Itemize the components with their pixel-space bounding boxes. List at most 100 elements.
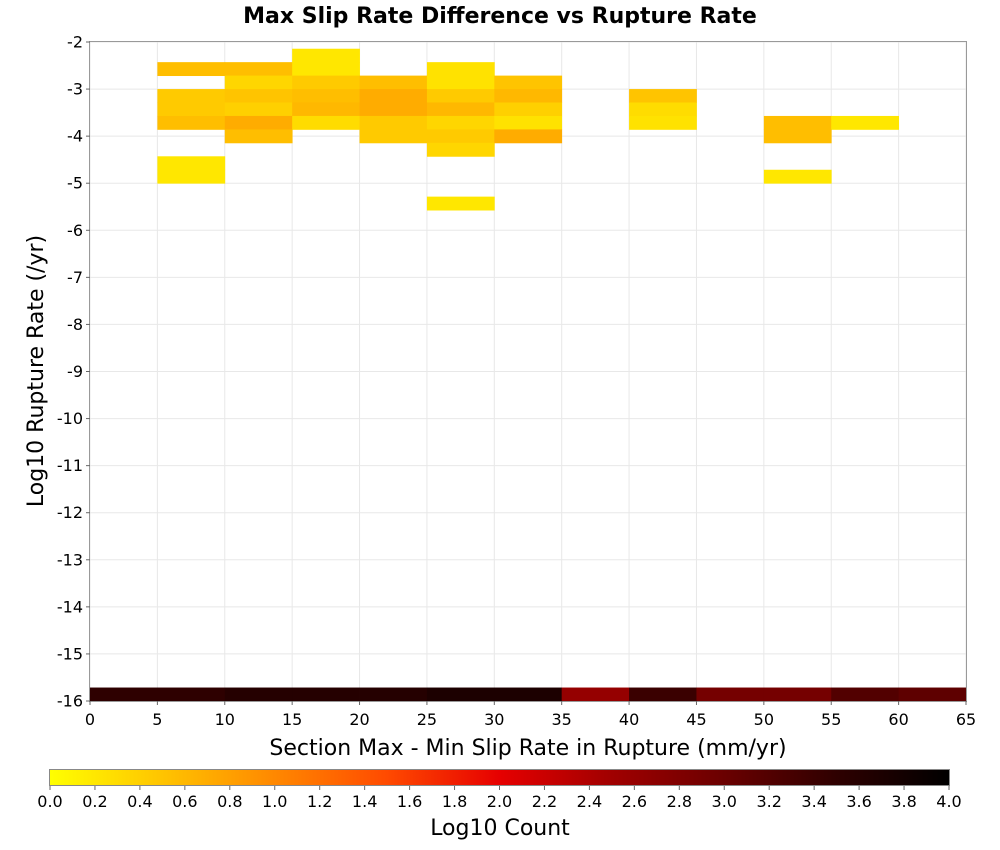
heatmap-cell <box>292 75 360 90</box>
heatmap-cell <box>157 169 226 184</box>
heatmap-cell <box>90 687 158 702</box>
x-axis-label: Section Max - Min Slip Rate in Rupture (… <box>269 736 786 761</box>
heatmap-cell <box>224 62 293 77</box>
heatmap-cell <box>359 129 428 144</box>
heatmap-cell <box>292 62 360 77</box>
y-tick-label: -10 <box>57 409 83 428</box>
colorbar-tick-label: 3.0 <box>712 792 737 811</box>
heatmap-cell <box>763 115 832 130</box>
x-tick-label: 20 <box>349 710 369 729</box>
heatmap-cell <box>494 687 563 702</box>
heatmap-cell <box>426 102 495 117</box>
colorbar <box>49 769 950 786</box>
heatmap-cell <box>292 48 360 63</box>
heatmap-cell <box>157 156 226 171</box>
heatmap-cell <box>359 102 428 117</box>
x-axis-ticks: 0 5 10 15 20 25 30 35 40 45 50 55 60 65 <box>85 701 976 729</box>
heatmap-cell <box>763 687 832 702</box>
heatmap-cell <box>898 687 967 702</box>
heatmap-cell <box>763 169 832 184</box>
colorbar-tick-label: 0.8 <box>217 792 242 811</box>
heatmap-cell <box>224 115 293 130</box>
y-tick-label: -4 <box>67 127 83 146</box>
x-tick-label: 45 <box>686 710 706 729</box>
y-tick-label: -8 <box>67 315 83 334</box>
chart-title: Max Slip Rate Difference vs Rupture Rate <box>243 4 757 29</box>
colorbar-tick-label: 0.0 <box>37 792 62 811</box>
y-tick-label: -2 <box>67 33 83 52</box>
colorbar-tick-label: 4.0 <box>936 792 961 811</box>
colorbar-tick-label: 0.2 <box>82 792 107 811</box>
x-tick-label: 5 <box>152 710 162 729</box>
heatmap-cell <box>629 687 697 702</box>
heatmap-cell <box>157 115 226 130</box>
heatmap-cell <box>494 89 563 103</box>
y-tick-label: -13 <box>57 550 83 569</box>
heatmap-cell <box>494 102 563 117</box>
heatmap-cell <box>292 102 360 117</box>
x-tick-label: 40 <box>619 710 639 729</box>
heatmap-cell <box>292 115 360 130</box>
y-axis-ticks: -2 -3 -4 -5 -6 -7 -8 -9 -10 -11 -12 -13 -14 -15 -16 <box>57 33 90 711</box>
y-tick-label: -3 <box>67 80 83 99</box>
heatmap-cell <box>224 129 293 144</box>
colorbar-tick-label: 1.0 <box>262 792 287 811</box>
colorbar-tick-label: 0.4 <box>127 792 152 811</box>
colorbar-tick-label: 1.4 <box>352 792 377 811</box>
heatmap-cells <box>90 48 967 702</box>
heatmap-cell <box>359 75 428 90</box>
colorbar-tick-label: 2.8 <box>667 792 692 811</box>
heatmap-cell <box>426 115 495 130</box>
y-tick-label: -11 <box>57 456 83 475</box>
heatmap-cell <box>494 115 563 130</box>
colorbar-tick-label: 2.0 <box>487 792 512 811</box>
colorbar-ticks: 0.0 0.2 0.4 0.6 0.8 1.0 1.2 1.4 1.6 1.8 2.0 2.2 2.4 2… <box>37 786 962 811</box>
colorbar-tick-label: 3.8 <box>891 792 916 811</box>
colorbar-tick-label: 3.6 <box>846 792 871 811</box>
heatmap-cell <box>224 89 293 103</box>
x-tick-label: 50 <box>754 710 774 729</box>
heatmap-cell <box>359 115 428 130</box>
x-tick-label: 60 <box>888 710 908 729</box>
x-tick-label: 0 <box>85 710 95 729</box>
heatmap-cell <box>561 687 630 702</box>
y-axis-label: Log10 Rupture Rate (/yr) <box>24 235 49 507</box>
x-tick-label: 25 <box>417 710 437 729</box>
y-tick-label: -12 <box>57 503 83 522</box>
colorbar-tick-label: 2.4 <box>577 792 602 811</box>
heatmap-cell <box>157 687 226 702</box>
heatmap-cell <box>426 89 495 103</box>
heatmap-cell <box>224 102 293 117</box>
y-tick-label: -14 <box>57 597 83 616</box>
colorbar-tick-label: 2.2 <box>532 792 557 811</box>
x-tick-label: 10 <box>215 710 235 729</box>
heatmap-cell <box>494 129 563 144</box>
heatmap-cell <box>629 102 697 117</box>
heatmap-cell <box>629 89 697 103</box>
x-tick-label: 55 <box>821 710 841 729</box>
y-tick-label: -5 <box>67 174 83 193</box>
heatmap-cell <box>426 687 495 702</box>
y-tick-label: -7 <box>67 268 83 287</box>
colorbar-tick-label: 3.4 <box>801 792 826 811</box>
heatmap-cell <box>292 89 360 103</box>
x-tick-label: 35 <box>552 710 572 729</box>
y-tick-label: -9 <box>67 362 83 381</box>
heatmap-cell <box>426 196 495 211</box>
heatmap-cell <box>157 89 226 103</box>
heatmap-cell <box>426 62 495 77</box>
heatmap-cell <box>629 115 697 130</box>
heatmap-cell <box>763 129 832 144</box>
heatmap-cell <box>292 687 360 702</box>
heatmap-cell <box>831 115 900 130</box>
colorbar-label: Log10 Count <box>430 816 570 841</box>
heatmap-cell <box>224 687 293 702</box>
heatmap-cell <box>359 687 428 702</box>
heatmap-cell <box>157 102 226 117</box>
y-tick-label: -6 <box>67 221 83 240</box>
colorbar-tick-label: 0.6 <box>172 792 197 811</box>
heatmap-cell <box>224 75 293 90</box>
y-tick-label: -15 <box>57 644 83 663</box>
heatmap-cell <box>157 62 226 77</box>
heatmap-cell <box>831 687 900 702</box>
